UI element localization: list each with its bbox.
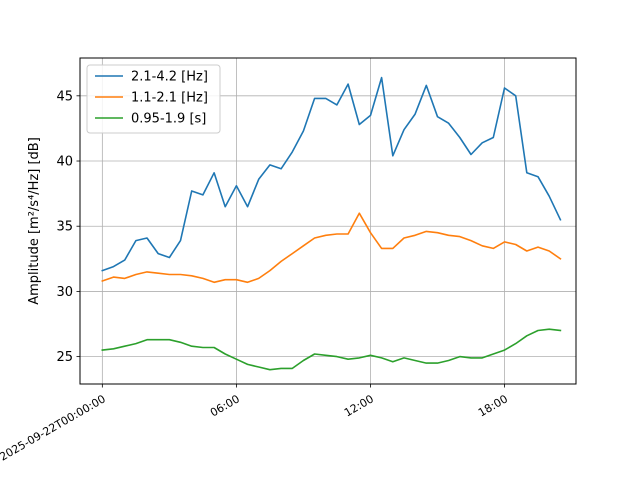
y-axis-label-prefix: Amplitude	[27, 234, 42, 305]
x-tick-label: 12:00	[342, 392, 376, 419]
y-tick-label: 25	[56, 350, 73, 365]
y-tick-label: 45	[56, 89, 73, 104]
y-tick-label: 35	[56, 220, 73, 235]
x-tick-label: 2025-09-22T00:00:00	[0, 392, 108, 463]
grid-lines	[80, 58, 576, 384]
y-tick-label: 30	[56, 285, 73, 300]
y-axis-label: Amplitude [m²/s⁴/Hz] [dB]	[27, 137, 42, 305]
series-layer	[101, 76, 562, 371]
legend-box	[86, 64, 221, 134]
series-line-1	[101, 76, 562, 272]
legend-label-3: 0.95-1.9 [s]	[131, 112, 206, 127]
legend: 2.1-4.2 [Hz] 1.1-2.1 [Hz] 0.95-1.9 [s]	[86, 64, 221, 134]
x-axis-ticks: 2025-09-22T00:00:00 06:00 12:00 18:00	[0, 384, 510, 464]
x-tick-label: 06:00	[208, 392, 242, 419]
series-line-2	[101, 212, 562, 284]
y-axis-label-unit: [m²/s⁴/Hz] [dB]	[27, 137, 42, 234]
x-tick-label: 18:00	[476, 392, 510, 419]
legend-label-1: 2.1-4.2 [Hz]	[131, 70, 208, 85]
legend-label-2: 1.1-2.1 [Hz]	[131, 91, 208, 106]
series-line-3	[101, 328, 562, 371]
y-axis-ticks: 25 30 35 40 45	[56, 89, 80, 365]
y-tick-label: 40	[56, 155, 73, 170]
plot-frame	[79, 57, 577, 385]
